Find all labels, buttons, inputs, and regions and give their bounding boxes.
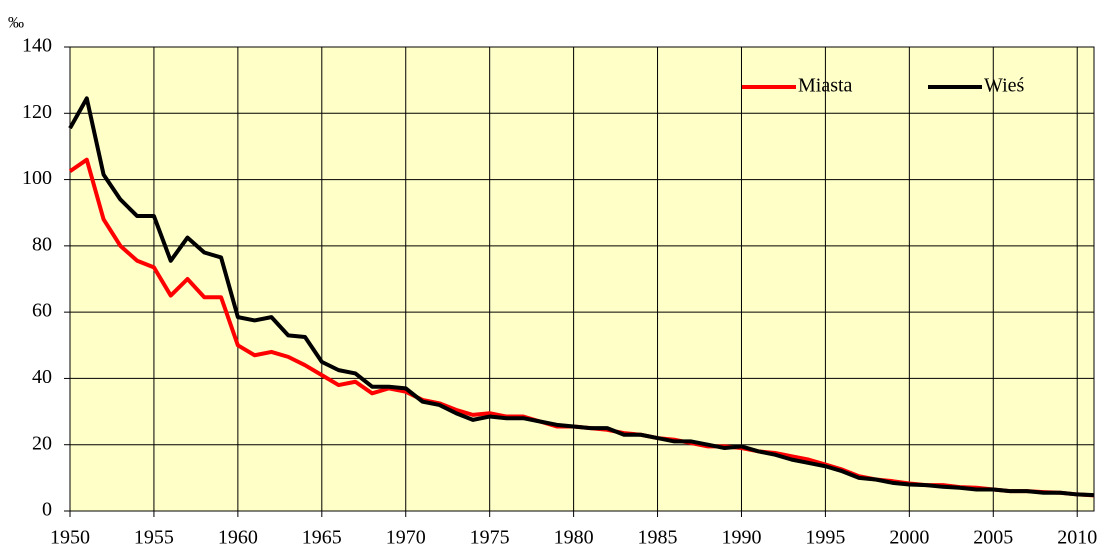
y-tick-label: 120 — [22, 101, 52, 123]
y-tick-label: 100 — [22, 167, 52, 189]
x-tick-label: 1985 — [638, 527, 678, 549]
y-tick-label: 140 — [22, 35, 52, 57]
x-tick-label: 1995 — [805, 527, 845, 549]
y-tick-label: 60 — [32, 300, 52, 322]
x-tick-label: 1960 — [218, 527, 258, 549]
y-tick-label: 20 — [32, 432, 52, 454]
x-tick-label: 1990 — [721, 527, 761, 549]
x-tick-label: 2000 — [889, 527, 929, 549]
y-tick-label: 40 — [32, 366, 52, 388]
x-tick-label: 1955 — [134, 527, 174, 549]
plot-area — [70, 47, 1094, 511]
x-tick-label: 2005 — [973, 527, 1013, 549]
line-series — [68, 96, 1095, 498]
y-tick-label: 80 — [32, 233, 52, 255]
y-tick-label: 0 — [42, 499, 52, 521]
plot-border — [69, 46, 1095, 512]
x-tick-label: 1980 — [554, 527, 594, 549]
x-tick-label: 1950 — [50, 527, 90, 549]
x-tick-label: 1975 — [470, 527, 510, 549]
x-tick-label: 2010 — [1057, 527, 1097, 549]
x-tick-label: 1970 — [386, 527, 426, 549]
y-axis-label: ‰ — [8, 15, 24, 32]
legend-label: Miasta — [798, 75, 853, 97]
legend-label: Wieś — [984, 75, 1025, 97]
x-tick-label: 1965 — [302, 527, 342, 549]
